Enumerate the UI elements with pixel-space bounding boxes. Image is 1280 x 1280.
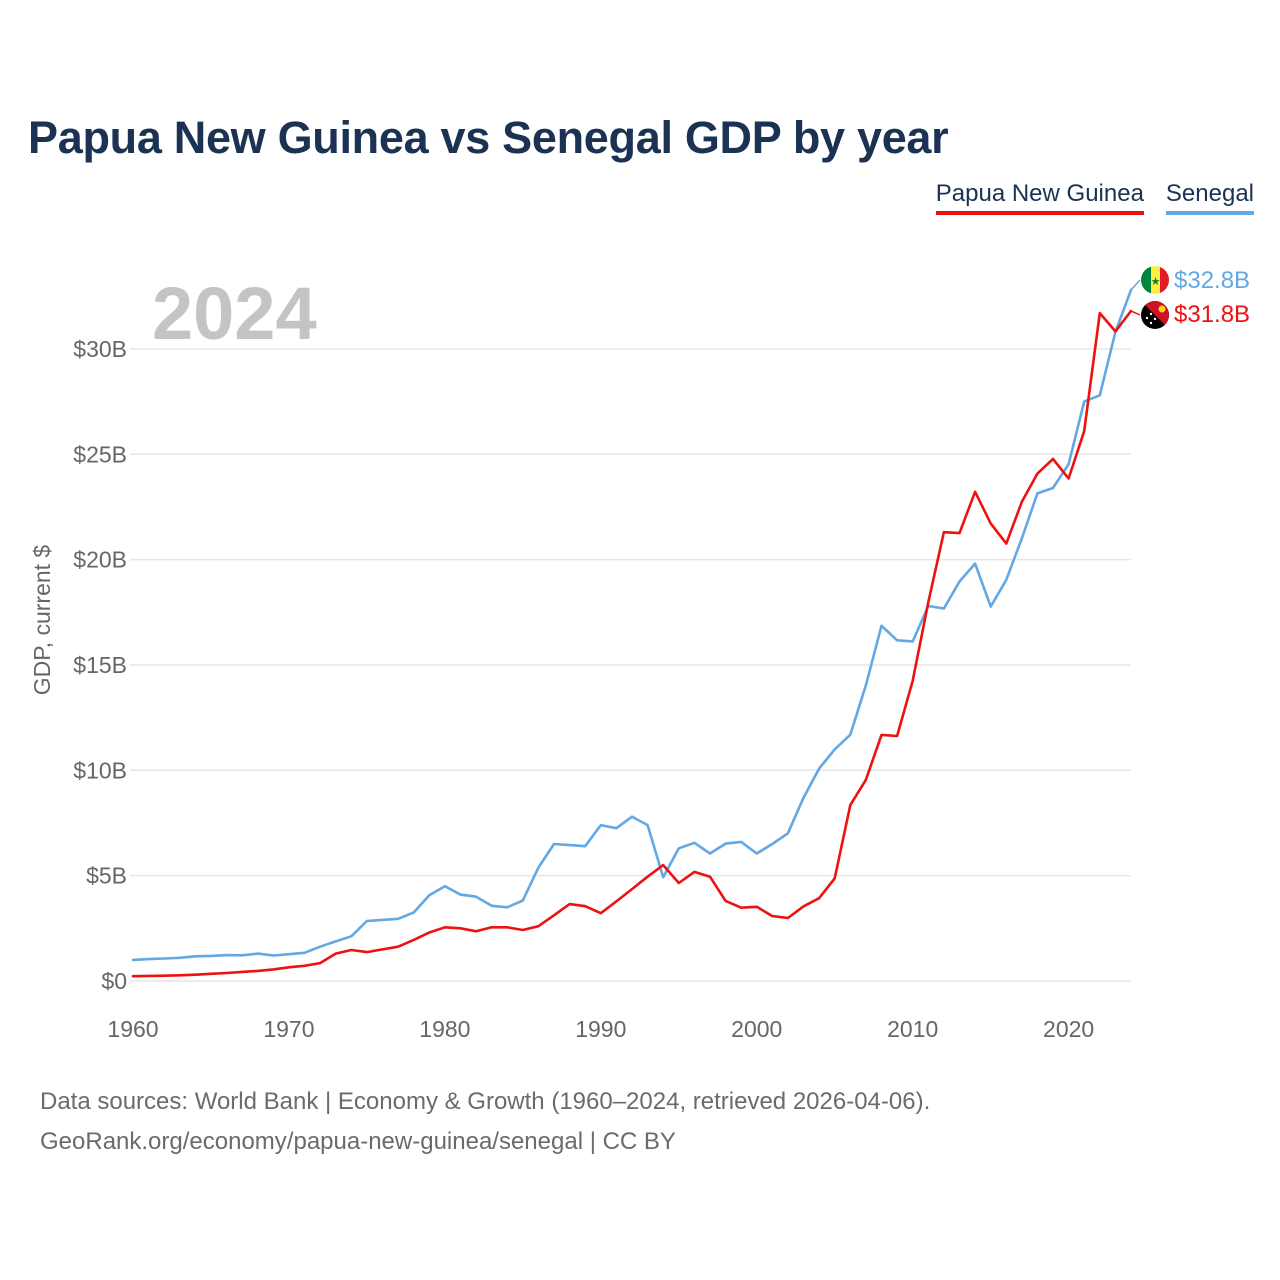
source-note: Data sources: World Bank | Economy & Gro… [40, 1082, 930, 1162]
x-axis-ticks: 1960 1970 1980 1990 2000 2010 2020 [107, 1016, 1094, 1042]
y-tick-label: $25B [73, 441, 127, 467]
x-tick-label: 1960 [107, 1016, 158, 1042]
y-axis-ticks: $0 $5B $10B $15B $20B $25B $30B [73, 336, 127, 994]
legend: Papua New Guinea Senegal [935, 180, 1254, 215]
legend-item-papua-new-guinea[interactable]: Papua New Guinea [935, 180, 1144, 215]
year-watermark: 2024 [152, 272, 317, 355]
y-tick-label: $10B [73, 757, 127, 783]
series-lines [131, 279, 1141, 978]
y-tick-label: $0 [101, 968, 127, 994]
y-tick-label: $20B [73, 547, 127, 573]
x-tick-label: 1970 [263, 1016, 314, 1042]
gridlines [130, 348, 1131, 982]
y-tick-label: $5B [86, 863, 127, 889]
end-label-senegal: $32.8B [1174, 267, 1250, 294]
x-tick-label: 2020 [1043, 1016, 1094, 1042]
source-line-2[interactable]: GeoRank.org/economy/papua-new-guinea/sen… [40, 1128, 676, 1155]
y-tick-label: $15B [73, 652, 127, 678]
end-connector-senegal [1130, 279, 1141, 291]
y-axis-label: GDP, current $ [29, 545, 55, 696]
svg-text:★: ★ [1151, 275, 1161, 288]
y-tick-label: $30B [73, 336, 127, 362]
series-line-papua-new-guinea[interactable] [131, 309, 1133, 978]
senegal-flag-icon: ★ [1141, 266, 1169, 294]
legend-item-senegal[interactable]: Senegal [1165, 180, 1254, 215]
end-label-papua-new-guinea: $31.8B [1174, 301, 1250, 328]
end-connector-papua-new-guinea [1130, 310, 1141, 316]
gdp-line-chart: 2024 $0$5B$10B$15B$20B$25B$30B 1960 1970 1… [29, 266, 1250, 1042]
source-line-1: Data sources: World Bank | Economy & Gro… [40, 1088, 931, 1115]
papua-new-guinea-flag-icon [1141, 301, 1169, 329]
x-tick-label: 2010 [887, 1016, 938, 1042]
x-tick-label: 1990 [575, 1016, 626, 1042]
chart-title: Papua New Guinea vs Senegal GDP by year [28, 112, 949, 163]
x-tick-label: 1980 [419, 1016, 470, 1042]
series-line-senegal[interactable] [131, 288, 1133, 962]
x-tick-label: 2000 [731, 1016, 782, 1042]
